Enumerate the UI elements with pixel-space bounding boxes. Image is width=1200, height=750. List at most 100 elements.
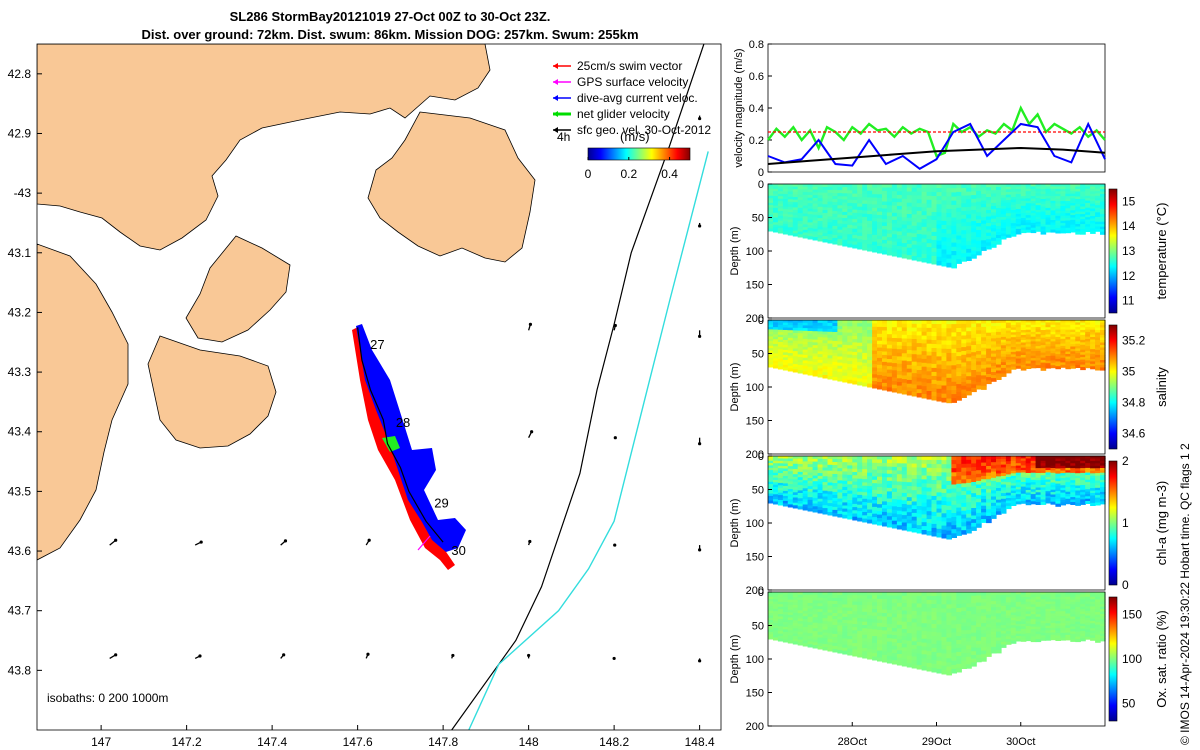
section-cell [782, 226, 789, 230]
section-cell [966, 506, 972, 511]
section-cell [986, 377, 992, 381]
section-cell [817, 620, 824, 624]
section-cell [956, 360, 962, 365]
section-cell [807, 192, 814, 196]
section-cell [906, 240, 913, 245]
section-cell [886, 627, 893, 632]
section-cell [812, 483, 819, 488]
section-cell [857, 627, 863, 632]
section-cell [877, 340, 883, 345]
section-cell [1000, 370, 1007, 375]
section-cell [1015, 334, 1022, 338]
section-cell [901, 515, 908, 520]
section-cell [1100, 332, 1106, 336]
section-cell [891, 205, 898, 210]
section-cell [991, 237, 997, 242]
section-cell [882, 504, 888, 509]
section-cell [832, 642, 838, 647]
section-cell [976, 484, 982, 489]
section-cell [986, 505, 992, 510]
section-cell [1010, 225, 1017, 229]
section-cell [777, 614, 784, 617]
section-cell [1000, 222, 1007, 226]
section-cell [768, 228, 774, 232]
section-cell [966, 233, 972, 238]
section-cell [807, 369, 814, 373]
section-cell [901, 342, 908, 347]
section-cell [921, 662, 928, 667]
section-cell [931, 336, 938, 341]
section-cell [1045, 203, 1052, 207]
depth-tick-label: 150 [746, 280, 764, 292]
section-cell [872, 456, 878, 460]
section-cell [852, 630, 858, 635]
section-cell [1040, 497, 1047, 500]
section-cell [1000, 464, 1007, 469]
section-cell [773, 482, 779, 486]
section-cell [797, 602, 804, 606]
section-cell [906, 592, 913, 597]
section-cell [792, 612, 799, 616]
section-cell [773, 616, 779, 619]
section-cell [1045, 341, 1052, 345]
section-cell [832, 598, 838, 602]
section-cell [817, 203, 824, 208]
section-cell [1040, 194, 1047, 198]
section-cell [911, 490, 918, 495]
section-cell [807, 475, 814, 479]
section-cell [1055, 327, 1061, 331]
section-cell [1060, 213, 1066, 217]
section-cell [936, 208, 943, 213]
section-cell [807, 508, 814, 512]
section-cell [1055, 210, 1061, 214]
section-cell [852, 617, 858, 622]
section-cell [852, 611, 858, 615]
section-cell [867, 247, 873, 252]
section-cell [1100, 206, 1106, 210]
section-cell [941, 509, 948, 514]
section-cell [916, 665, 923, 670]
section-cell [951, 324, 957, 329]
section-cell [1075, 201, 1081, 205]
section-cell [1080, 189, 1086, 193]
section-cell [891, 660, 898, 665]
section-cell [911, 516, 918, 522]
section-cell [911, 618, 918, 623]
section-cell [1090, 470, 1096, 474]
section-cell [981, 323, 987, 328]
section-cell [768, 631, 774, 635]
section-cell [1100, 199, 1106, 203]
section-cell [911, 660, 918, 665]
section-cell [1085, 224, 1091, 228]
section-cell [901, 636, 908, 641]
section-cell [1095, 475, 1101, 479]
section-cell [921, 483, 928, 488]
section-cell [921, 222, 928, 228]
section-cell [921, 467, 928, 473]
section-cell [847, 184, 853, 188]
section-cell [852, 241, 858, 246]
section-cell [981, 456, 987, 460]
section-cell [842, 323, 848, 327]
section-cell [822, 592, 829, 596]
section-cell [777, 592, 784, 595]
section-cell [886, 344, 893, 349]
section-cell [867, 200, 873, 205]
section-cell [1010, 364, 1017, 368]
section-cell [857, 371, 863, 376]
section-cell [901, 603, 908, 608]
section-cell [1080, 499, 1086, 503]
section-cell [872, 602, 878, 607]
section-cell [1050, 341, 1057, 345]
section-cell [842, 369, 848, 374]
section-cell [1035, 353, 1042, 357]
section-cell [991, 329, 997, 333]
section-cell [936, 616, 943, 621]
section-cell [941, 377, 948, 382]
section-cell [1075, 224, 1081, 228]
section-cell [896, 246, 903, 251]
section-cell [1075, 184, 1081, 188]
section-cell [822, 186, 829, 191]
section-cell [1020, 230, 1027, 234]
section-cell [832, 636, 838, 641]
